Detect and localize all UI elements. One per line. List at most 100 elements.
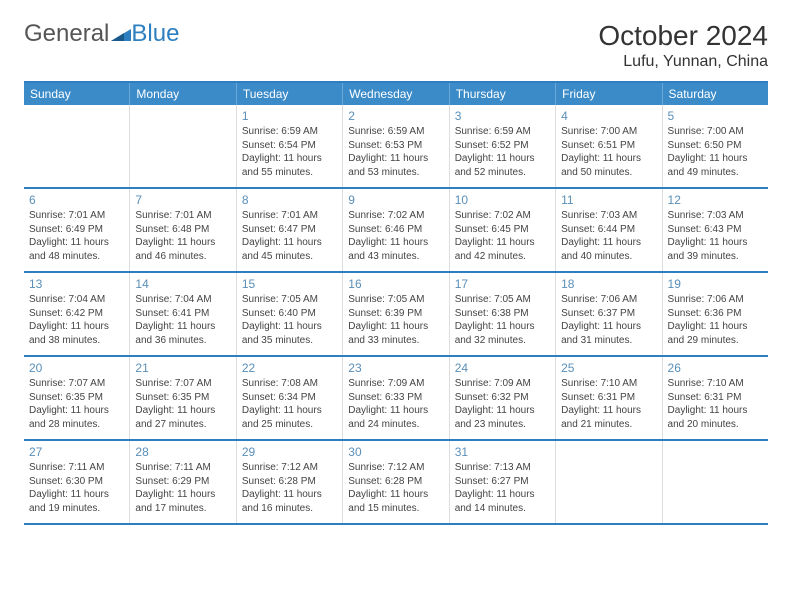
day-cell: 22Sunrise: 7:08 AMSunset: 6:34 PMDayligh…	[237, 357, 343, 439]
sunrise-text: Sunrise: 7:05 AM	[455, 293, 550, 307]
sunrise-text: Sunrise: 7:09 AM	[348, 377, 443, 391]
day-number: 2	[348, 108, 443, 124]
day-number: 30	[348, 444, 443, 460]
sunrise-text: Sunrise: 7:11 AM	[135, 461, 230, 475]
empty-cell	[24, 105, 130, 187]
sunrise-text: Sunrise: 7:01 AM	[135, 209, 230, 223]
daylight-text: Daylight: 11 hours and 17 minutes.	[135, 488, 230, 515]
daylight-text: Daylight: 11 hours and 19 minutes.	[29, 488, 124, 515]
title-block: October 2024 Lufu, Yunnan, China	[598, 20, 768, 71]
sunrise-text: Sunrise: 7:02 AM	[455, 209, 550, 223]
sunset-text: Sunset: 6:32 PM	[455, 391, 550, 405]
triangle-icon	[111, 20, 131, 48]
sunrise-text: Sunrise: 7:06 AM	[561, 293, 656, 307]
month-title: October 2024	[598, 20, 768, 52]
sunset-text: Sunset: 6:41 PM	[135, 307, 230, 321]
sunset-text: Sunset: 6:33 PM	[348, 391, 443, 405]
day-cell: 7Sunrise: 7:01 AMSunset: 6:48 PMDaylight…	[130, 189, 236, 271]
day-number: 31	[455, 444, 550, 460]
sunrise-text: Sunrise: 7:01 AM	[242, 209, 337, 223]
day-number: 11	[561, 192, 656, 208]
daylight-text: Daylight: 11 hours and 21 minutes.	[561, 404, 656, 431]
sunset-text: Sunset: 6:34 PM	[242, 391, 337, 405]
weekday-header: Friday	[556, 83, 662, 105]
day-cell: 18Sunrise: 7:06 AMSunset: 6:37 PMDayligh…	[556, 273, 662, 355]
day-number: 3	[455, 108, 550, 124]
empty-cell	[556, 441, 662, 523]
sunrise-text: Sunrise: 7:10 AM	[668, 377, 763, 391]
daylight-text: Daylight: 11 hours and 27 minutes.	[135, 404, 230, 431]
sunset-text: Sunset: 6:38 PM	[455, 307, 550, 321]
day-number: 22	[242, 360, 337, 376]
day-cell: 6Sunrise: 7:01 AMSunset: 6:49 PMDaylight…	[24, 189, 130, 271]
week-row: 6Sunrise: 7:01 AMSunset: 6:49 PMDaylight…	[24, 189, 768, 273]
daylight-text: Daylight: 11 hours and 53 minutes.	[348, 152, 443, 179]
sunset-text: Sunset: 6:49 PM	[29, 223, 124, 237]
daylight-text: Daylight: 11 hours and 48 minutes.	[29, 236, 124, 263]
weekday-header: Thursday	[450, 83, 556, 105]
weeks-container: 1Sunrise: 6:59 AMSunset: 6:54 PMDaylight…	[24, 105, 768, 525]
sunset-text: Sunset: 6:31 PM	[668, 391, 763, 405]
sunrise-text: Sunrise: 7:08 AM	[242, 377, 337, 391]
sunset-text: Sunset: 6:51 PM	[561, 139, 656, 153]
day-cell: 3Sunrise: 6:59 AMSunset: 6:52 PMDaylight…	[450, 105, 556, 187]
sunrise-text: Sunrise: 7:00 AM	[561, 125, 656, 139]
day-cell: 4Sunrise: 7:00 AMSunset: 6:51 PMDaylight…	[556, 105, 662, 187]
day-cell: 17Sunrise: 7:05 AMSunset: 6:38 PMDayligh…	[450, 273, 556, 355]
day-cell: 25Sunrise: 7:10 AMSunset: 6:31 PMDayligh…	[556, 357, 662, 439]
sunset-text: Sunset: 6:42 PM	[29, 307, 124, 321]
brand-logo: General Blue	[24, 20, 179, 48]
sunset-text: Sunset: 6:45 PM	[455, 223, 550, 237]
daylight-text: Daylight: 11 hours and 24 minutes.	[348, 404, 443, 431]
sunset-text: Sunset: 6:30 PM	[29, 475, 124, 489]
daylight-text: Daylight: 11 hours and 40 minutes.	[561, 236, 656, 263]
daylight-text: Daylight: 11 hours and 55 minutes.	[242, 152, 337, 179]
day-number: 12	[668, 192, 763, 208]
day-cell: 8Sunrise: 7:01 AMSunset: 6:47 PMDaylight…	[237, 189, 343, 271]
day-number: 26	[668, 360, 763, 376]
daylight-text: Daylight: 11 hours and 49 minutes.	[668, 152, 763, 179]
sunrise-text: Sunrise: 6:59 AM	[455, 125, 550, 139]
daylight-text: Daylight: 11 hours and 14 minutes.	[455, 488, 550, 515]
day-cell: 5Sunrise: 7:00 AMSunset: 6:50 PMDaylight…	[663, 105, 768, 187]
sunset-text: Sunset: 6:27 PM	[455, 475, 550, 489]
day-cell: 10Sunrise: 7:02 AMSunset: 6:45 PMDayligh…	[450, 189, 556, 271]
empty-cell	[130, 105, 236, 187]
day-cell: 13Sunrise: 7:04 AMSunset: 6:42 PMDayligh…	[24, 273, 130, 355]
calendar-grid: SundayMondayTuesdayWednesdayThursdayFrid…	[24, 81, 768, 525]
weekday-header: Tuesday	[237, 83, 343, 105]
brand-part1: General	[24, 20, 109, 48]
sunset-text: Sunset: 6:50 PM	[668, 139, 763, 153]
sunrise-text: Sunrise: 6:59 AM	[242, 125, 337, 139]
sunset-text: Sunset: 6:43 PM	[668, 223, 763, 237]
daylight-text: Daylight: 11 hours and 28 minutes.	[29, 404, 124, 431]
daylight-text: Daylight: 11 hours and 33 minutes.	[348, 320, 443, 347]
daylight-text: Daylight: 11 hours and 35 minutes.	[242, 320, 337, 347]
day-cell: 28Sunrise: 7:11 AMSunset: 6:29 PMDayligh…	[130, 441, 236, 523]
day-number: 25	[561, 360, 656, 376]
day-cell: 24Sunrise: 7:09 AMSunset: 6:32 PMDayligh…	[450, 357, 556, 439]
sunset-text: Sunset: 6:48 PM	[135, 223, 230, 237]
day-number: 28	[135, 444, 230, 460]
day-cell: 11Sunrise: 7:03 AMSunset: 6:44 PMDayligh…	[556, 189, 662, 271]
sunset-text: Sunset: 6:29 PM	[135, 475, 230, 489]
daylight-text: Daylight: 11 hours and 39 minutes.	[668, 236, 763, 263]
daylight-text: Daylight: 11 hours and 23 minutes.	[455, 404, 550, 431]
sunset-text: Sunset: 6:35 PM	[135, 391, 230, 405]
sunrise-text: Sunrise: 7:12 AM	[348, 461, 443, 475]
sunrise-text: Sunrise: 7:09 AM	[455, 377, 550, 391]
weekday-header: Sunday	[24, 83, 130, 105]
sunrise-text: Sunrise: 7:01 AM	[29, 209, 124, 223]
location-label: Lufu, Yunnan, China	[598, 53, 768, 71]
week-row: 1Sunrise: 6:59 AMSunset: 6:54 PMDaylight…	[24, 105, 768, 189]
sunrise-text: Sunrise: 7:11 AM	[29, 461, 124, 475]
day-cell: 12Sunrise: 7:03 AMSunset: 6:43 PMDayligh…	[663, 189, 768, 271]
day-cell: 26Sunrise: 7:10 AMSunset: 6:31 PMDayligh…	[663, 357, 768, 439]
daylight-text: Daylight: 11 hours and 45 minutes.	[242, 236, 337, 263]
page-header: General Blue October 2024 Lufu, Yunnan, …	[24, 20, 768, 71]
sunset-text: Sunset: 6:31 PM	[561, 391, 656, 405]
week-row: 27Sunrise: 7:11 AMSunset: 6:30 PMDayligh…	[24, 441, 768, 525]
day-cell: 19Sunrise: 7:06 AMSunset: 6:36 PMDayligh…	[663, 273, 768, 355]
weekday-header: Saturday	[663, 83, 768, 105]
day-number: 16	[348, 276, 443, 292]
